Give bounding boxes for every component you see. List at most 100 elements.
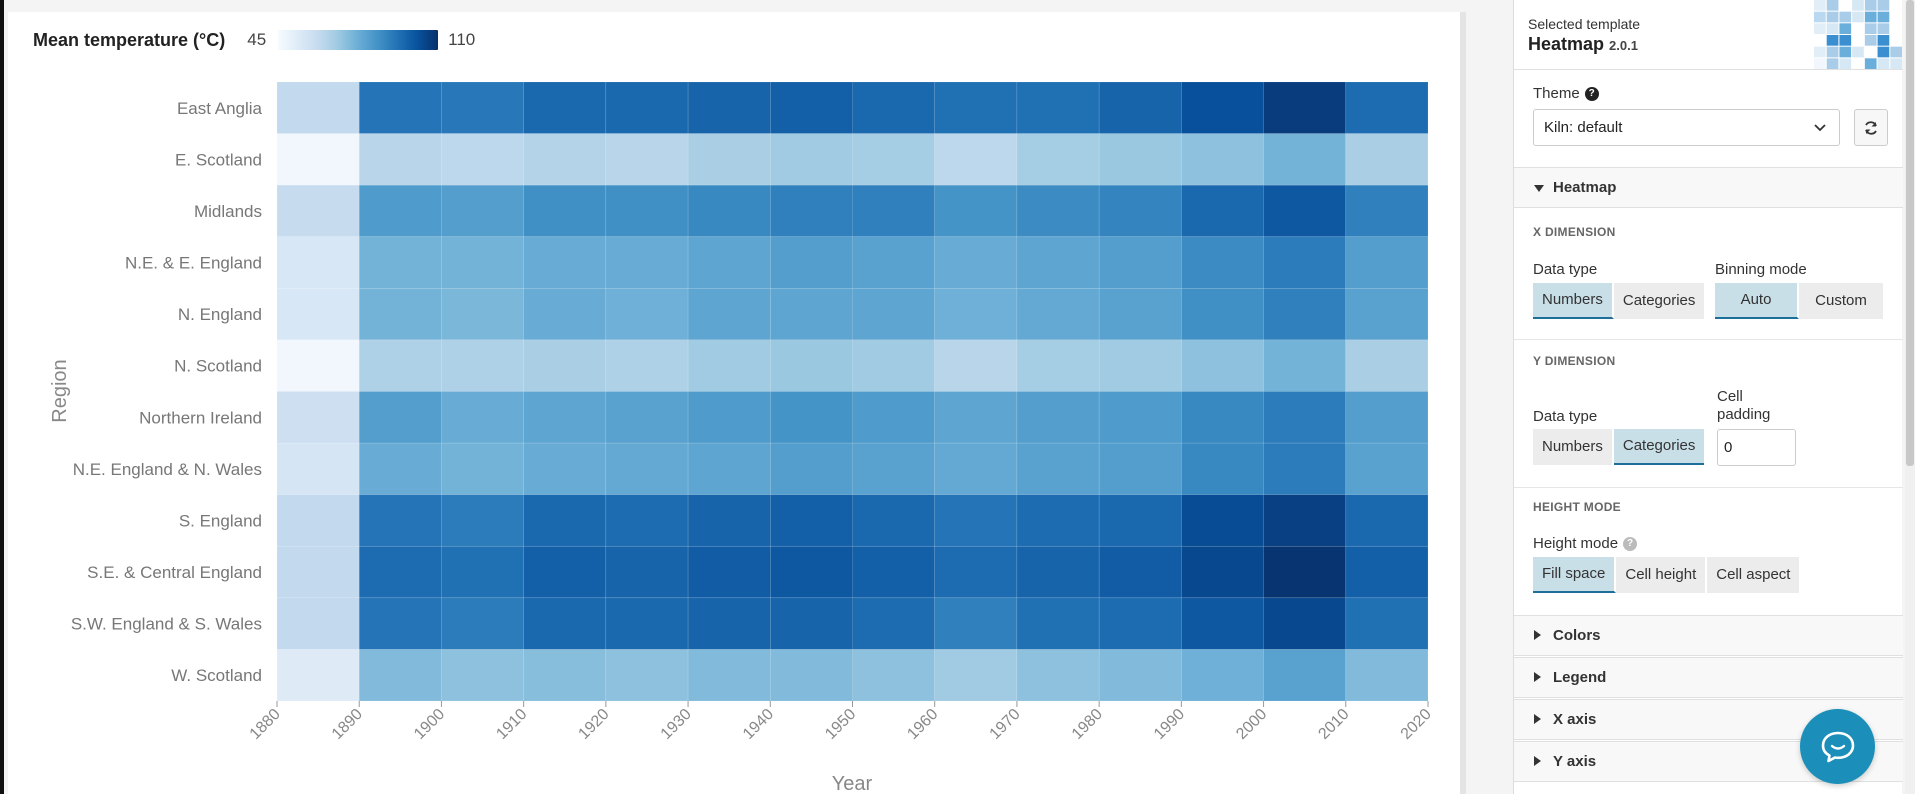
heatmap-cell[interactable]	[523, 236, 607, 289]
heatmap-cell[interactable]	[1345, 391, 1429, 444]
heatmap-cell[interactable]	[1263, 339, 1347, 392]
heatmap-cell[interactable]	[358, 133, 442, 186]
chat-button[interactable]	[1800, 709, 1875, 784]
heatmap-cell[interactable]	[276, 649, 360, 702]
heatmap-cell[interactable]	[1345, 81, 1429, 134]
heatmap-cell[interactable]	[1181, 81, 1264, 134]
heatmap-cell[interactable]	[1016, 133, 1100, 186]
heatmap-cell[interactable]	[934, 236, 1018, 289]
heatmap-cell[interactable]	[1345, 184, 1429, 238]
heatmap-cell[interactable]	[769, 649, 853, 702]
heatmap-cell[interactable]	[1016, 81, 1100, 134]
heatmap-cell[interactable]	[523, 391, 607, 444]
heatmap-cell[interactable]	[769, 545, 853, 599]
heatmap-cell[interactable]	[852, 545, 936, 599]
heatmap-cell[interactable]	[934, 391, 1018, 444]
heatmap-cell[interactable]	[687, 545, 771, 599]
heatmap-cell[interactable]	[523, 339, 607, 392]
heatmap-cell[interactable]	[1181, 236, 1264, 289]
heatmap-cell[interactable]	[441, 288, 524, 341]
heatmap-cell[interactable]	[934, 81, 1018, 134]
heatmap-cell[interactable]	[852, 236, 936, 289]
heatmap-cell[interactable]	[358, 339, 442, 392]
heatmap-cell[interactable]	[687, 184, 771, 238]
heatmap-cell[interactable]	[1263, 81, 1347, 134]
binning-mode-custom[interactable]: Custom	[1799, 283, 1883, 319]
heatmap-cell[interactable]	[1016, 597, 1100, 650]
heatmap-cell[interactable]	[276, 288, 360, 341]
chart-scrollbar[interactable]	[1460, 12, 1466, 794]
heatmap-cell[interactable]	[358, 391, 442, 444]
heatmap-cell[interactable]	[441, 81, 524, 134]
section-heatmap[interactable]: Heatmap	[1514, 167, 1903, 208]
heatmap-cell[interactable]	[441, 494, 524, 547]
y-data-type-numbers[interactable]: Numbers	[1533, 429, 1614, 465]
heatmap-cell[interactable]	[1098, 597, 1182, 650]
heatmap-cell[interactable]	[1098, 442, 1182, 495]
heatmap-cell[interactable]	[1016, 236, 1100, 289]
heatmap-cell[interactable]	[769, 184, 853, 238]
heatmap-cell[interactable]	[1181, 288, 1264, 341]
theme-select[interactable]: Kiln: default	[1533, 109, 1840, 146]
section-legend[interactable]: Legend	[1514, 657, 1903, 698]
heatmap-cell[interactable]	[934, 545, 1018, 599]
heatmap-cell[interactable]	[523, 81, 607, 134]
heatmap-cell[interactable]	[605, 184, 689, 238]
heatmap-cell[interactable]	[769, 339, 853, 392]
heatmap-cell[interactable]	[1016, 288, 1100, 341]
heatmap-cell[interactable]	[1098, 545, 1182, 599]
height-mode-fill-space[interactable]: Fill space	[1533, 557, 1617, 593]
heatmap-cell[interactable]	[1263, 184, 1347, 238]
heatmap-cell[interactable]	[605, 597, 689, 650]
heatmap-cell[interactable]	[934, 442, 1018, 495]
heatmap-cell[interactable]	[1263, 133, 1347, 186]
heatmap-cell[interactable]	[769, 236, 853, 289]
heatmap-cell[interactable]	[276, 184, 360, 238]
heatmap-cell[interactable]	[687, 236, 771, 289]
heatmap-cell[interactable]	[934, 494, 1018, 547]
heatmap-cell[interactable]	[441, 236, 524, 289]
heatmap-cell[interactable]	[769, 133, 853, 186]
heatmap-cell[interactable]	[276, 494, 360, 547]
heatmap-cell[interactable]	[1345, 494, 1429, 547]
heatmap-cell[interactable]	[358, 649, 442, 702]
heatmap-cell[interactable]	[605, 391, 689, 444]
heatmap-cell[interactable]	[769, 288, 853, 341]
heatmap-cell[interactable]	[1263, 288, 1347, 341]
heatmap-cell[interactable]	[605, 236, 689, 289]
heatmap-cell[interactable]	[852, 442, 936, 495]
heatmap-cell[interactable]	[1098, 339, 1182, 392]
heatmap-cell[interactable]	[852, 391, 936, 444]
heatmap-cell[interactable]	[1345, 236, 1429, 289]
heatmap-cell[interactable]	[276, 236, 360, 289]
heatmap-cell[interactable]	[276, 391, 360, 444]
height-mode-cell-height[interactable]: Cell height	[1616, 557, 1708, 593]
heatmap-cell[interactable]	[1181, 133, 1264, 186]
heatmap-cell[interactable]	[687, 649, 771, 702]
heatmap-cell[interactable]	[1345, 442, 1429, 495]
heatmap-cell[interactable]	[769, 597, 853, 650]
heatmap-cell[interactable]	[358, 81, 442, 134]
heatmap-cell[interactable]	[1098, 494, 1182, 547]
height-mode-cell-aspect[interactable]: Cell aspect	[1707, 557, 1800, 593]
heatmap-cell[interactable]	[934, 133, 1018, 186]
heatmap-cell[interactable]	[687, 81, 771, 134]
heatmap-cell[interactable]	[605, 494, 689, 547]
heatmap-cell[interactable]	[687, 391, 771, 444]
heatmap-cell[interactable]	[1016, 184, 1100, 238]
heatmap-cell[interactable]	[523, 288, 607, 341]
heatmap-cell[interactable]	[687, 133, 771, 186]
heatmap-cell[interactable]	[523, 649, 607, 702]
heatmap-cell[interactable]	[769, 442, 853, 495]
heatmap-cell[interactable]	[441, 339, 524, 392]
heatmap-cell[interactable]	[1098, 236, 1182, 289]
heatmap-cell[interactable]	[1263, 494, 1347, 547]
heatmap-cell[interactable]	[276, 545, 360, 599]
heatmap-cell[interactable]	[852, 81, 936, 134]
heatmap-cell[interactable]	[441, 545, 524, 599]
heatmap-cell[interactable]	[1263, 545, 1347, 599]
heatmap-cell[interactable]	[276, 442, 360, 495]
heatmap-cell[interactable]	[523, 545, 607, 599]
heatmap-cell[interactable]	[1345, 597, 1429, 650]
heatmap-cell[interactable]	[441, 442, 524, 495]
